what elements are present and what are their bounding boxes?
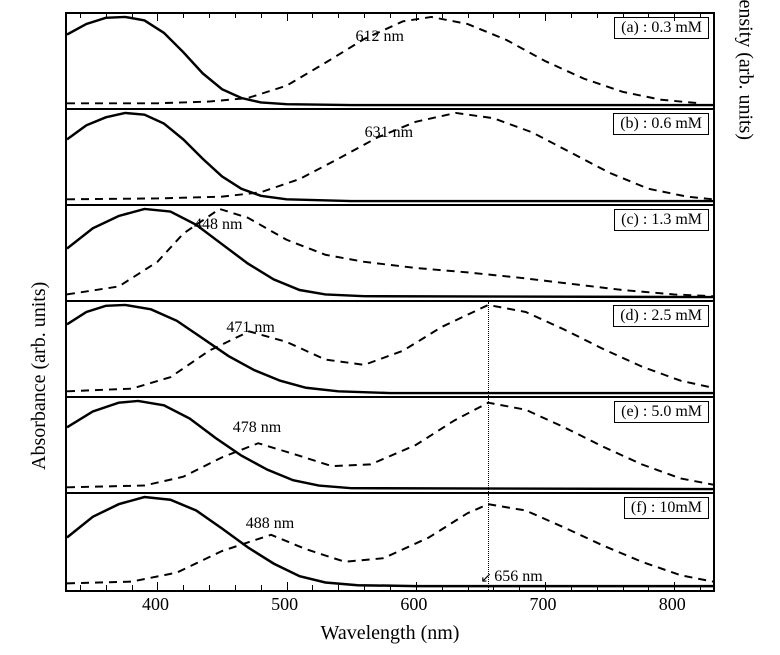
- plot-area: (a) : 0.3 mM612 nm(b) : 0.6 mM631 nm(c) …: [65, 12, 715, 592]
- x-tick-label: 400: [142, 594, 169, 615]
- x-axis-label: Wavelength (nm): [321, 622, 460, 645]
- x-tick-label: 600: [400, 594, 427, 615]
- y-axis-left-label: Absorbance (arb. units): [28, 282, 51, 470]
- x-tick-label: 800: [659, 594, 686, 615]
- y-axis-right-label: PL Intensity (arb. units): [733, 0, 756, 140]
- x-ticks: [67, 14, 713, 590]
- x-tick-label: 700: [530, 594, 557, 615]
- x-tick-label: 500: [271, 594, 298, 615]
- figure-container: (a) : 0.3 mM612 nm(b) : 0.6 mM631 nm(c) …: [0, 0, 780, 655]
